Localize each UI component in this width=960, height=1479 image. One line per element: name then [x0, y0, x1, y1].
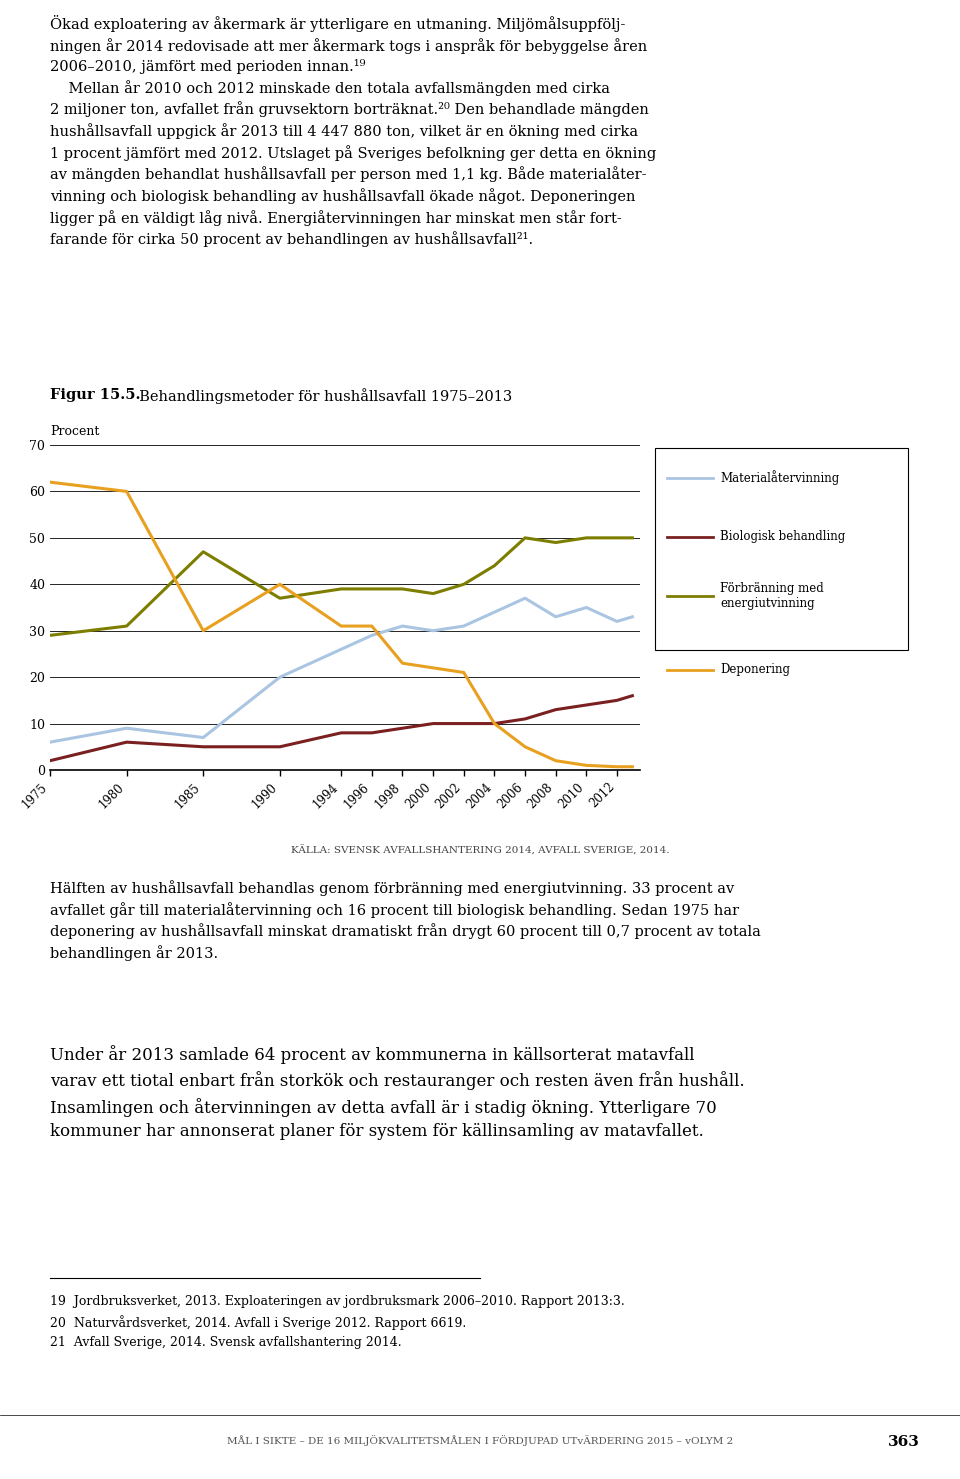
Text: 19  Jordbruksverket, 2013. Exploateringen av jordbruksmark 2006–2010. Rapport 20: 19 Jordbruksverket, 2013. Exploateringen…: [50, 1296, 625, 1349]
Text: 363: 363: [888, 1435, 920, 1449]
Text: Biologisk behandling: Biologisk behandling: [720, 531, 846, 543]
Text: Deponering: Deponering: [720, 664, 790, 676]
Text: KÄLLA: SVENSK AVFALLSHANTERING 2014, AVFALL SVERIGE, 2014.: KÄLLA: SVENSK AVFALLSHANTERING 2014, AVF…: [291, 845, 669, 855]
Text: Procent: Procent: [50, 424, 100, 438]
Text: MÅL I SIKTE – DE 16 MILJÖKVALITETSMÅLEN I FÖRDJUPAD UTvÄRDERING 2015 – vOLYM 2: MÅL I SIKTE – DE 16 MILJÖKVALITETSMÅLEN …: [227, 1435, 733, 1446]
Text: Förbränning med
energiutvinning: Förbränning med energiutvinning: [720, 581, 824, 609]
Text: Hälften av hushållsavfall behandlas genom förbränning med energiutvinning. 33 pr: Hälften av hushållsavfall behandlas geno…: [50, 880, 761, 961]
Text: Figur 15.5.: Figur 15.5.: [50, 387, 140, 402]
Text: Under år 2013 samlade 64 procent av kommunerna in källsorterat matavfall
varav e: Under år 2013 samlade 64 procent av komm…: [50, 1046, 745, 1140]
Text: Materialåtervinning: Materialåtervinning: [720, 470, 840, 485]
Text: Behandlingsmetoder för hushållsavfall 1975–2013: Behandlingsmetoder för hushållsavfall 19…: [130, 387, 513, 404]
Text: Ökad exploatering av åkermark är ytterligare en utmaning. Miljömålsuppfölj-
ning: Ökad exploatering av åkermark är ytterli…: [50, 15, 657, 247]
